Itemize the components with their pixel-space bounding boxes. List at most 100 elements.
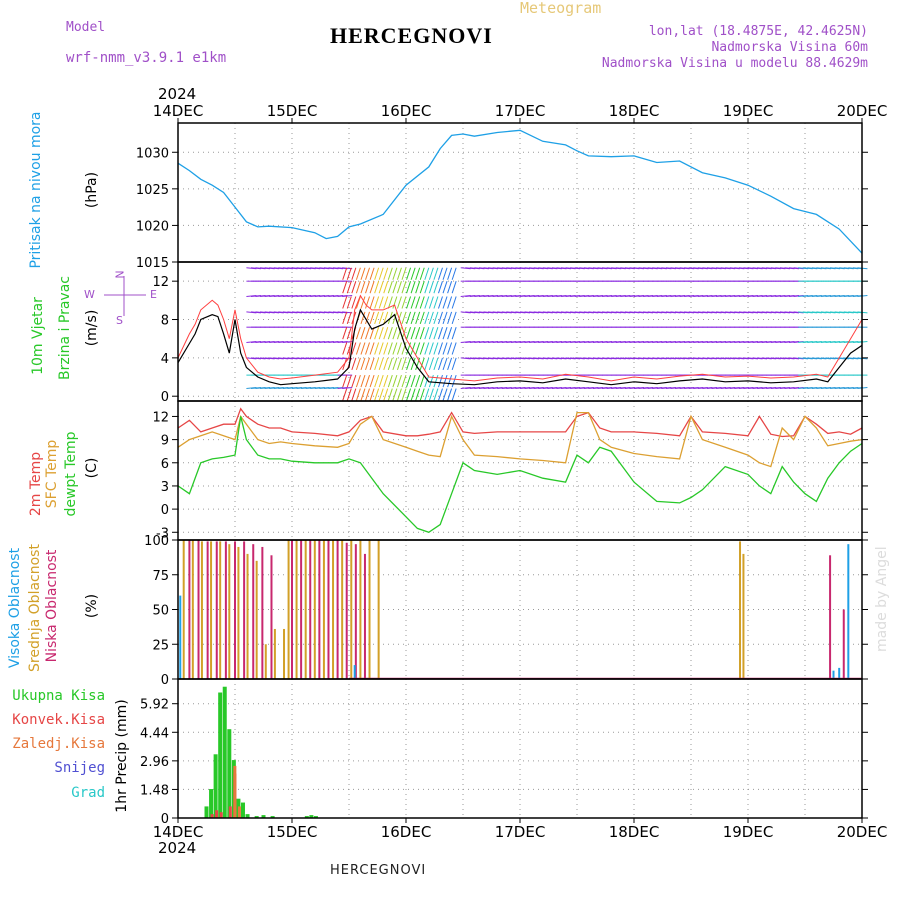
- wind-barb: [342, 296, 348, 309]
- cloud-bar: [368, 540, 371, 679]
- wind-barb: [451, 374, 457, 388]
- wind-barb: [383, 267, 389, 280]
- cloud-bar: [179, 595, 182, 679]
- wind-barb: [365, 267, 370, 280]
- model-altitude-label: Nadmorska Visina u modelu 88.4629m: [601, 56, 868, 71]
- wind-barb: [374, 357, 380, 371]
- wind-barb: [415, 388, 421, 401]
- wind-barb: [442, 374, 448, 388]
- wind-barb: [406, 388, 412, 401]
- cloud-bar: [228, 544, 231, 679]
- cloud-bar: [377, 540, 380, 679]
- wind-barb: [346, 296, 352, 309]
- precip-bar: [309, 815, 314, 818]
- wind-barb: [447, 342, 453, 355]
- y-tick-label: 1025: [136, 183, 169, 198]
- day-label-top: 15DEC: [267, 102, 318, 120]
- wind-barb: [346, 267, 352, 280]
- wind-barb: [342, 267, 348, 280]
- wind-compass: N W E S: [84, 262, 164, 332]
- cloud-bar: [847, 544, 850, 679]
- precip-hail-label: Grad: [71, 785, 105, 801]
- wind-barb: [447, 281, 453, 294]
- wind-barb: [387, 267, 393, 280]
- wind-barb: [438, 327, 443, 340]
- wind-barb: [374, 374, 380, 388]
- wind-barb: [410, 388, 416, 401]
- wind-barb: [342, 387, 353, 390]
- cloud-bar: [309, 540, 312, 679]
- day-label-top: 19DEC: [723, 102, 774, 120]
- cloud-bar: [300, 540, 303, 679]
- year-bottom: 2024: [158, 839, 196, 857]
- wind-barb: [447, 374, 453, 388]
- cloud-bar: [832, 670, 835, 679]
- wind-speed-line: [177, 308, 863, 386]
- compass-e: E: [150, 288, 157, 301]
- cloud-bar: [243, 541, 246, 679]
- footer-station: HERCEGNOVI: [330, 863, 426, 878]
- cloud-bar: [261, 546, 264, 679]
- y-tick-label: 1015: [136, 256, 169, 271]
- wind-barb: [369, 357, 375, 371]
- wind-barb: [401, 296, 407, 309]
- wind-barb: [383, 357, 389, 371]
- wind-barb: [383, 327, 389, 340]
- cloud-bar: [283, 628, 286, 679]
- wind-barb: [396, 357, 402, 371]
- precip-bar: [245, 814, 250, 818]
- wind-barb: [410, 327, 416, 340]
- wind-barb: [378, 267, 384, 280]
- wind-barb: [424, 327, 430, 340]
- wind-barb: [438, 388, 443, 401]
- wind-barb: [378, 311, 384, 325]
- precip-frz-label: Zaledj.Kisa: [12, 736, 105, 752]
- wind-barb: [351, 388, 357, 401]
- cloud-bar: [363, 553, 366, 679]
- wind-barb: [392, 311, 398, 325]
- cloud-bar: [336, 540, 339, 679]
- wind-barb: [424, 357, 430, 371]
- cloud-bar: [224, 541, 227, 679]
- precip-bar: [209, 789, 214, 818]
- wind-barb: [419, 327, 425, 340]
- wind-barb: [346, 388, 352, 401]
- wind-barb: [378, 357, 384, 371]
- wind-barb: [346, 327, 352, 340]
- wind-barb: [433, 388, 439, 401]
- wind-barb: [360, 357, 366, 371]
- y-tick-label: 1020: [136, 219, 169, 234]
- wind-barb: [369, 388, 375, 401]
- cloud-bar: [287, 540, 290, 679]
- y-tick-label: 4.44: [140, 726, 169, 741]
- wind-barb: [447, 267, 453, 280]
- y-tick-label: 12: [152, 410, 169, 425]
- wind-barb: [360, 267, 366, 280]
- wind-barb: [433, 267, 439, 280]
- wind-barb: [346, 374, 352, 388]
- wind-barb: [438, 357, 443, 371]
- cloud-bar: [191, 540, 194, 679]
- precip-bar: [222, 686, 227, 818]
- wind-barb: [442, 342, 448, 355]
- wind-barb: [342, 311, 348, 325]
- wind-barb: [346, 311, 352, 325]
- wind-barb: [342, 295, 353, 298]
- altitude-label: Nadmorska Visina 60m: [711, 40, 868, 55]
- wind-barb: [415, 311, 421, 325]
- wind-barb: [355, 357, 361, 371]
- wind-barb: [419, 267, 425, 280]
- cloud-bar: [182, 540, 185, 679]
- wind-barb: [374, 296, 380, 309]
- wind-barb: [378, 281, 384, 294]
- y-tick-label: 0: [161, 673, 169, 688]
- wind-barb: [378, 374, 384, 388]
- precip-bar: [304, 816, 309, 818]
- wind-barb: [360, 327, 366, 340]
- wind-barb: [392, 357, 398, 371]
- wind-barb: [355, 281, 361, 294]
- wind-barb: [383, 296, 389, 309]
- wind-barb: [428, 281, 434, 294]
- wind-barb: [406, 296, 412, 309]
